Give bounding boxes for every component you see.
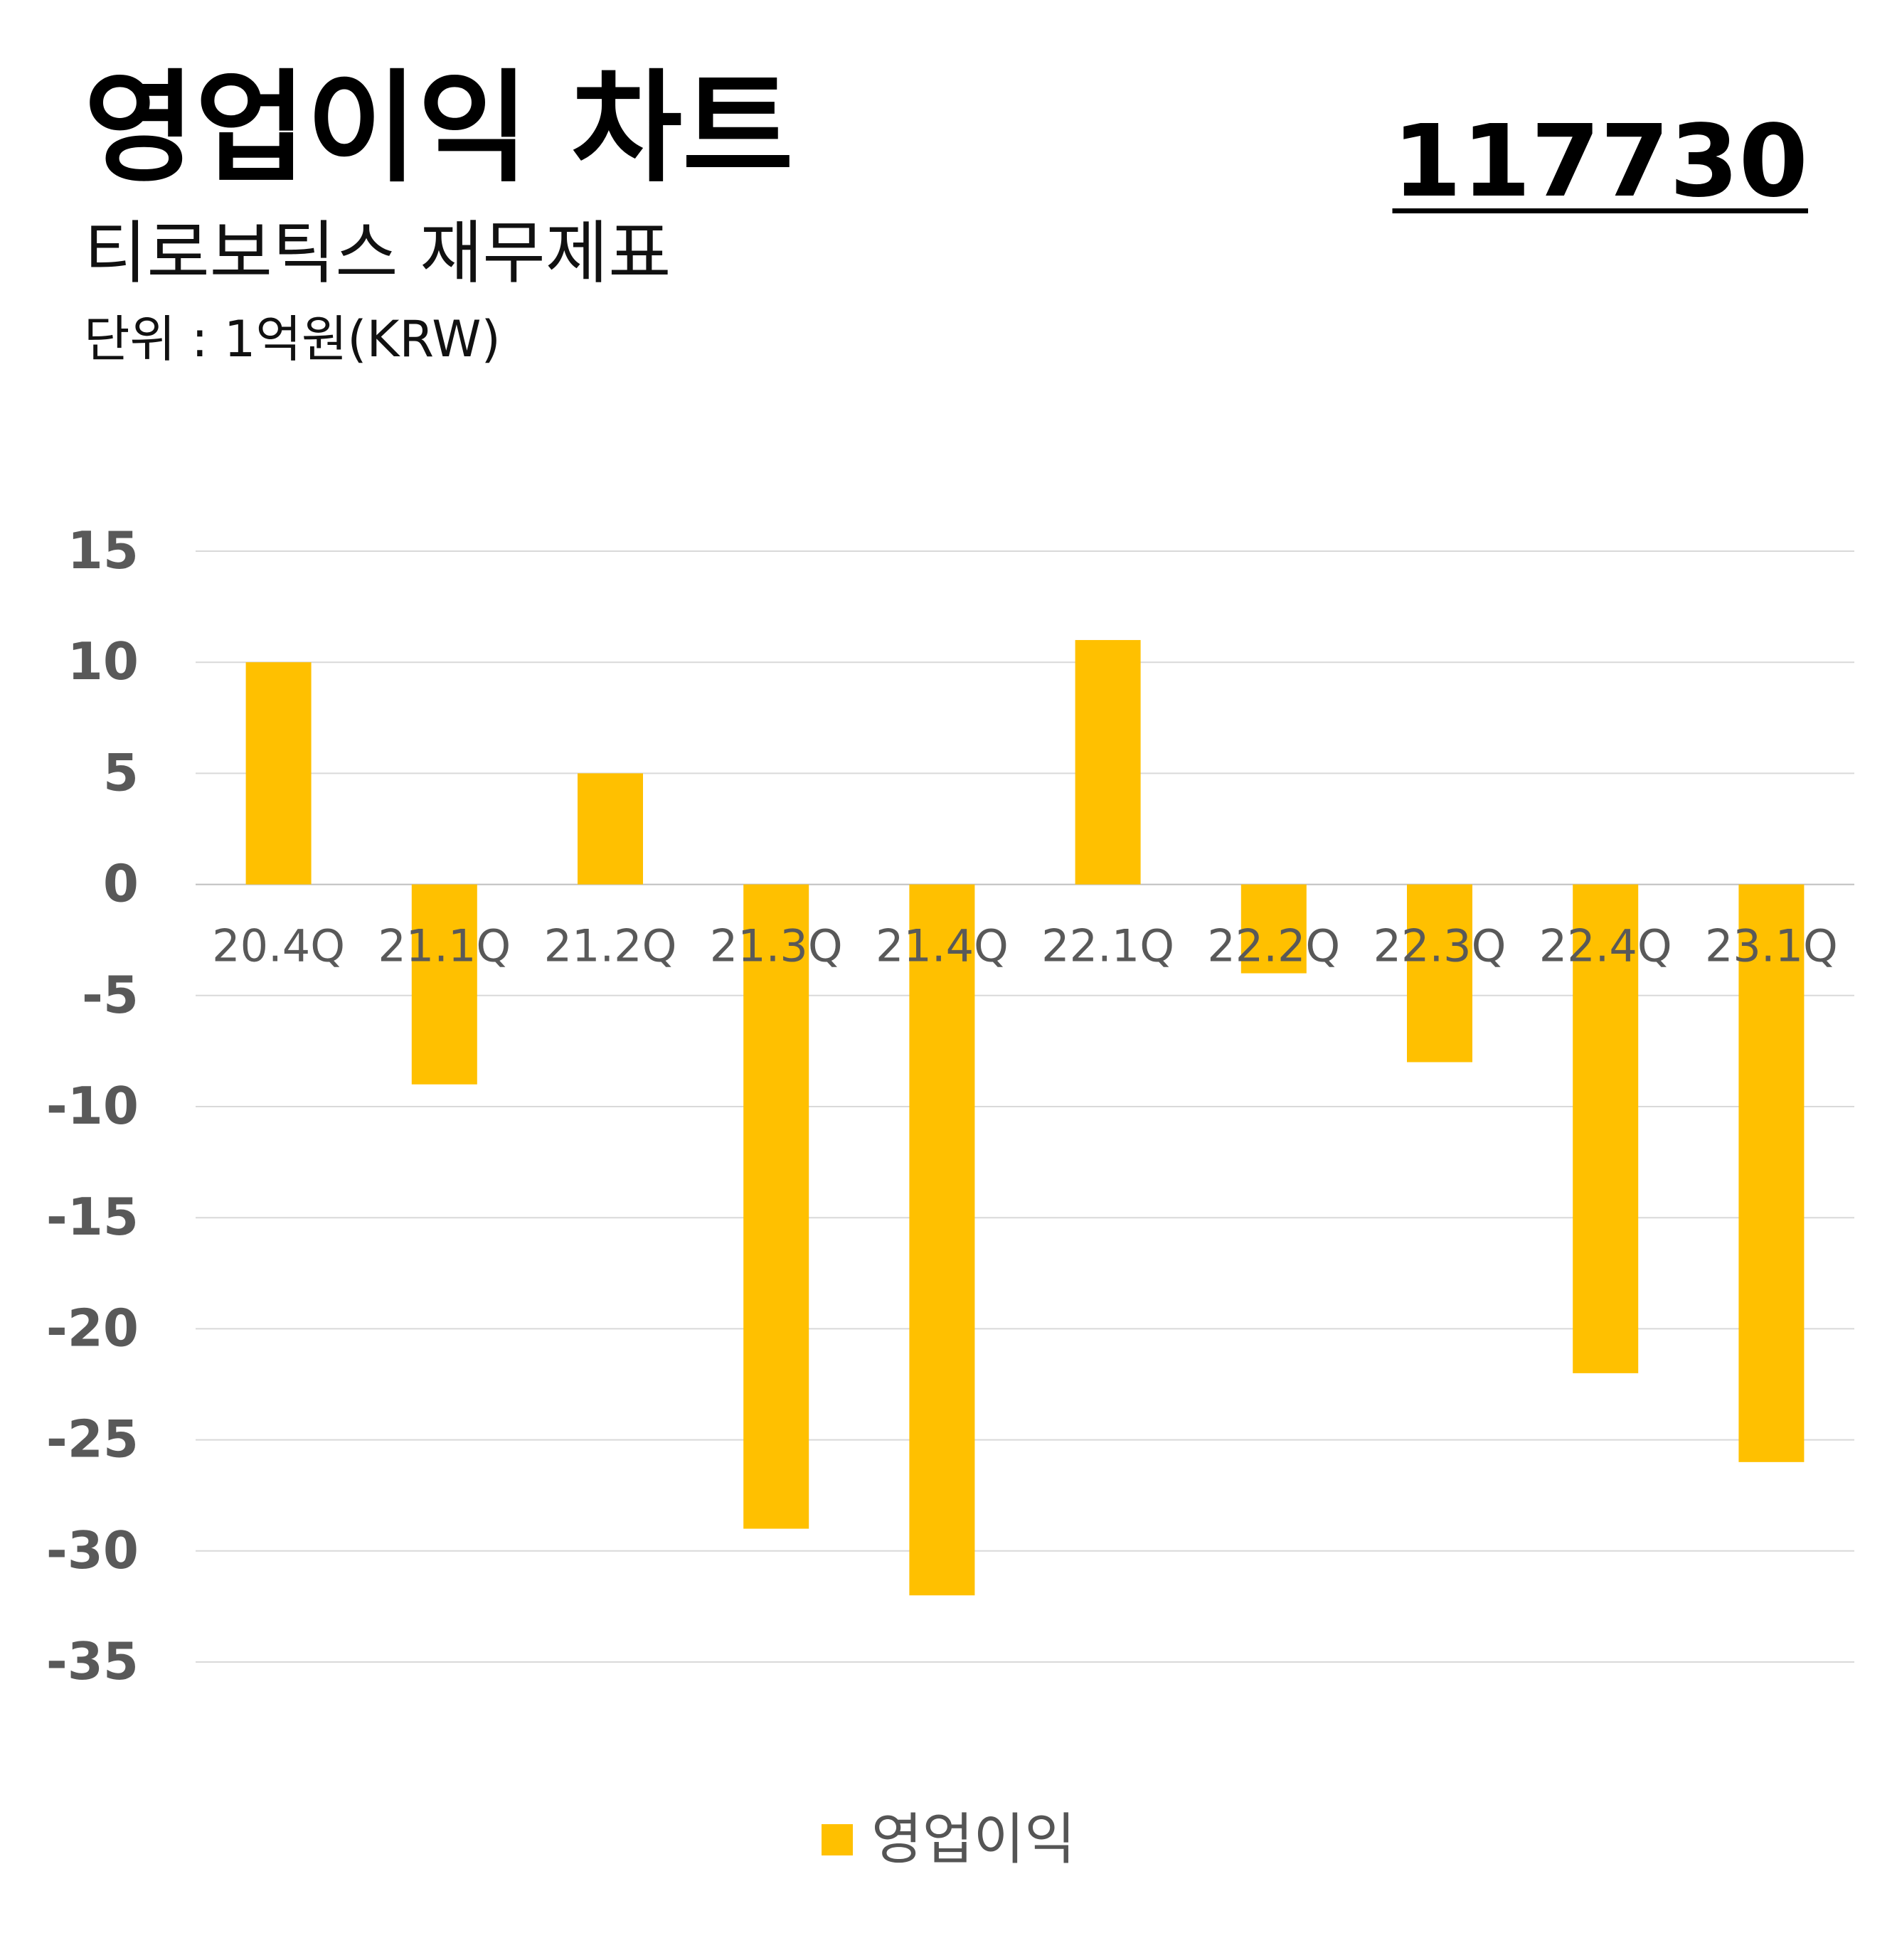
x-category-label: 21.4Q: [876, 920, 1009, 972]
x-category-label: 22.2Q: [1207, 920, 1340, 972]
page-title: 영업이익 차트: [84, 58, 794, 199]
x-category-label: 22.1Q: [1041, 920, 1174, 972]
y-tick-label: 5: [103, 742, 139, 802]
x-category-label: 20.4Q: [212, 920, 345, 972]
x-category-label: 21.1Q: [378, 920, 511, 972]
legend-label: 영업이익: [871, 1808, 1076, 1872]
y-tick-label: -30: [46, 1520, 139, 1580]
bar: [909, 884, 975, 1596]
bar: [578, 773, 643, 885]
x-category-label: 23.1Q: [1705, 920, 1838, 972]
y-tick-label: -20: [46, 1298, 139, 1358]
page-subtitle: 티로보틱스 재무제표: [84, 213, 671, 293]
x-category-label: 21.3Q: [710, 920, 843, 972]
x-category-label: 22.4Q: [1539, 920, 1672, 972]
legend: 영업이익: [0, 1812, 1897, 1868]
bar: [411, 884, 477, 1085]
bar: [743, 884, 809, 1529]
y-tick-label: -5: [82, 965, 139, 1025]
bar: [1075, 639, 1141, 885]
y-tick-label: -35: [46, 1631, 139, 1691]
bar: [1738, 884, 1805, 1462]
y-tick-label: -25: [46, 1410, 139, 1469]
y-tick-label: -15: [46, 1187, 139, 1247]
unit-label: 단위 : 1억원(KRW): [84, 310, 501, 368]
stock-code: 117730: [1392, 104, 1808, 220]
y-tick-label: 0: [103, 854, 139, 914]
bar: [1407, 884, 1472, 1062]
legend-swatch: [821, 1824, 853, 1855]
bar: [245, 662, 312, 885]
x-category-label: 22.3Q: [1373, 920, 1507, 972]
bar: [1573, 884, 1639, 1373]
y-tick-label: -10: [46, 1076, 139, 1136]
y-tick-label: 10: [68, 632, 139, 691]
bar: [1240, 884, 1307, 974]
y-tick-label: 15: [68, 521, 139, 580]
x-category-label: 21.2Q: [544, 920, 677, 972]
